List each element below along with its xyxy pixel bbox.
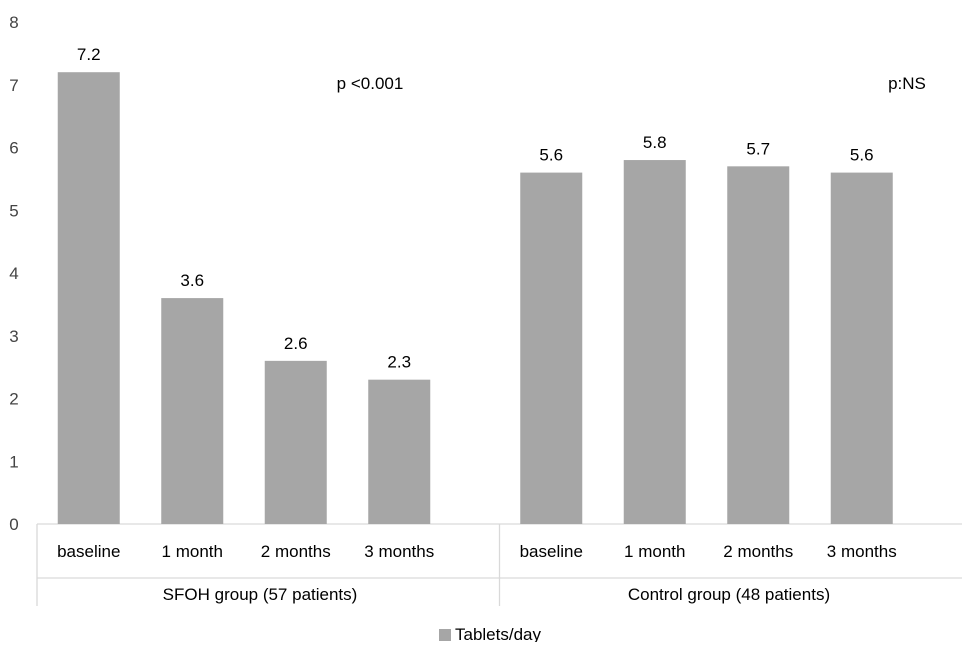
bar bbox=[57, 72, 120, 524]
y-tick-label: 2 bbox=[9, 390, 18, 409]
legend: Tablets/day bbox=[439, 625, 541, 644]
group-label: Control group (48 patients) bbox=[628, 585, 830, 604]
group-labels: SFOH group (57 patients) Control group (4… bbox=[163, 585, 830, 604]
y-tick-label: 3 bbox=[9, 327, 18, 346]
data-label: 2.6 bbox=[284, 334, 308, 353]
data-label: 3.6 bbox=[180, 271, 204, 290]
annotations: p <0.001 p:NS bbox=[337, 74, 926, 93]
category-label: baseline bbox=[520, 542, 583, 561]
bar bbox=[161, 298, 224, 524]
data-label: 5.6 bbox=[539, 146, 563, 165]
category-label: 3 months bbox=[827, 542, 897, 561]
y-axis-ticks: 0 1 2 3 4 5 6 7 8 bbox=[9, 13, 18, 534]
data-label: 5.6 bbox=[850, 146, 874, 165]
bar bbox=[830, 172, 893, 524]
bar bbox=[368, 379, 431, 524]
data-label: 5.8 bbox=[643, 133, 667, 152]
category-label: 2 months bbox=[723, 542, 793, 561]
y-tick-label: 7 bbox=[9, 76, 18, 95]
legend-label: Tablets/day bbox=[455, 625, 541, 642]
data-label: 7.2 bbox=[77, 45, 101, 64]
bar bbox=[264, 360, 327, 524]
y-tick-label: 5 bbox=[9, 201, 18, 220]
y-tick-label: 0 bbox=[9, 515, 18, 534]
category-label: 1 month bbox=[162, 542, 223, 561]
p-value-annotation: p <0.001 bbox=[337, 74, 404, 93]
data-label: 5.7 bbox=[746, 139, 770, 158]
data-label: 2.3 bbox=[387, 353, 411, 372]
legend-swatch bbox=[439, 629, 451, 641]
y-tick-label: 8 bbox=[9, 13, 18, 32]
bar bbox=[520, 172, 583, 524]
p-value-annotation: p:NS bbox=[888, 74, 926, 93]
bars bbox=[57, 72, 893, 525]
category-label: 1 month bbox=[624, 542, 685, 561]
category-label: 3 months bbox=[364, 542, 434, 561]
bar bbox=[623, 160, 686, 525]
category-label: baseline bbox=[57, 542, 120, 561]
y-tick-label: 4 bbox=[9, 264, 18, 283]
category-label: 2 months bbox=[261, 542, 331, 561]
y-tick-label: 1 bbox=[9, 452, 18, 471]
data-labels: 7.2 3.6 2.6 2.3 5.6 5.8 5.7 5.6 bbox=[77, 45, 874, 371]
category-labels: baseline 1 month 2 months 3 months baseline 1… bbox=[57, 542, 897, 561]
group-label: SFOH group (57 patients) bbox=[163, 585, 358, 604]
y-tick-label: 6 bbox=[9, 139, 18, 158]
bar bbox=[727, 166, 790, 524]
